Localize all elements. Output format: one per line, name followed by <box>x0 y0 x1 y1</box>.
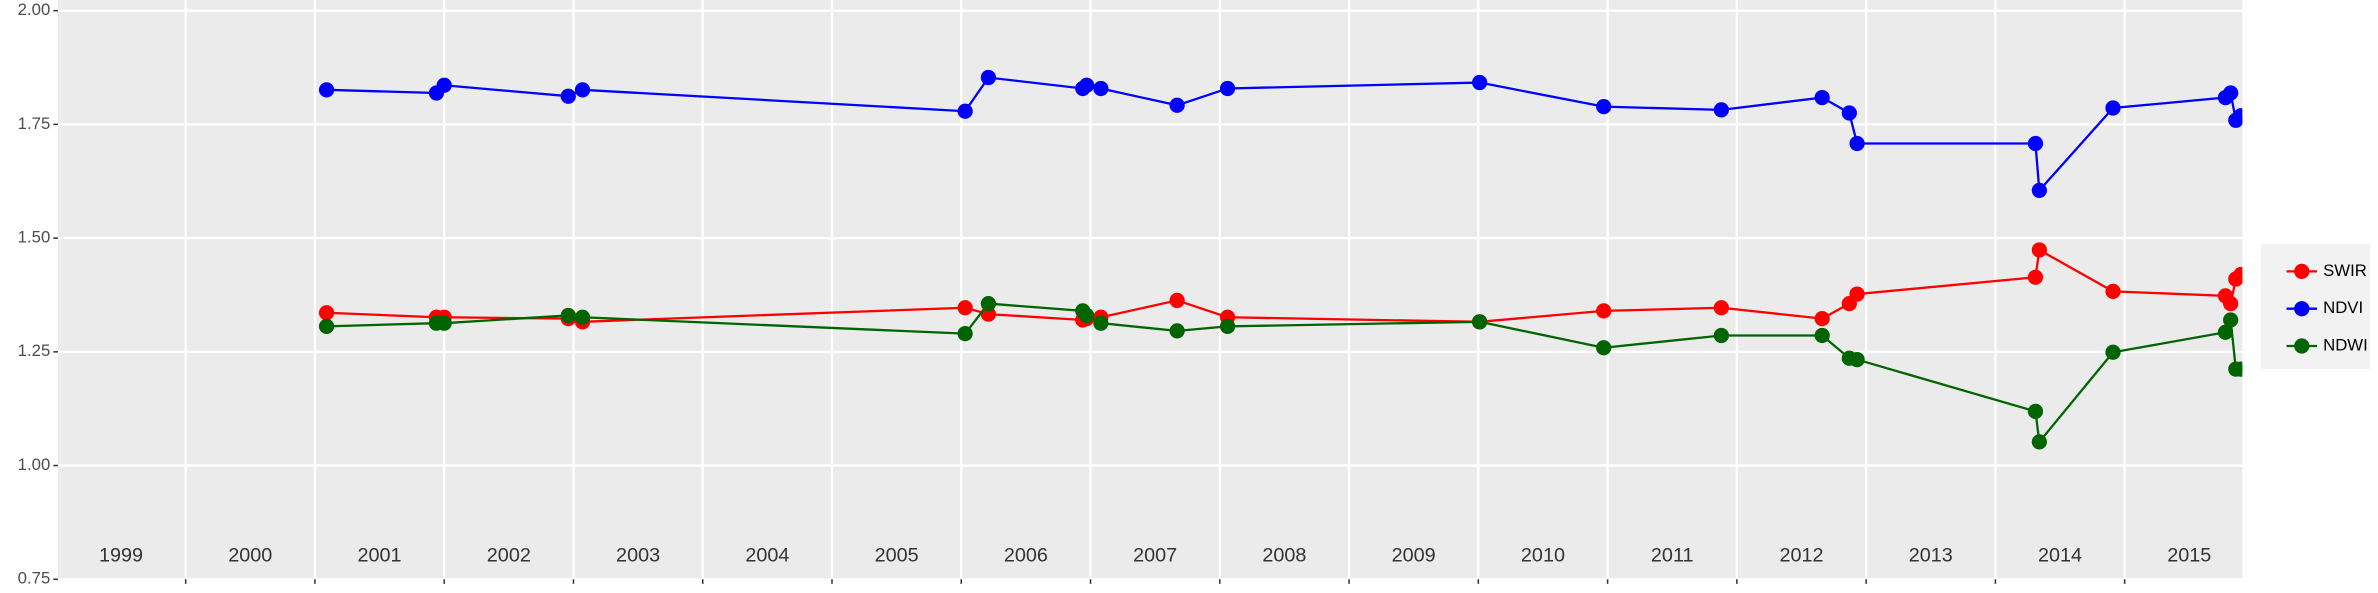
data-point <box>2223 312 2239 328</box>
data-point <box>980 295 997 312</box>
data-point <box>318 318 335 334</box>
x-tick-label: 1999 <box>99 545 143 567</box>
y-tick-label: 1.75 <box>18 114 51 133</box>
legend-label: SWIR <box>2323 261 2367 280</box>
x-tick-label: 2008 <box>1262 545 1306 567</box>
data-point <box>2223 295 2239 312</box>
data-point <box>2027 269 2044 285</box>
legend-marker <box>2294 301 2310 317</box>
data-point <box>436 77 452 93</box>
data-point <box>1814 327 1830 344</box>
data-point <box>2105 283 2121 299</box>
data-point <box>1219 80 1236 97</box>
data-point <box>560 88 576 104</box>
data-point <box>980 69 997 86</box>
x-tick-label: 2009 <box>1392 545 1436 567</box>
x-tick-label: 2006 <box>1004 545 1048 567</box>
data-point <box>1596 99 1612 115</box>
y-tick-label: 2.00 <box>18 0 51 19</box>
data-point <box>2233 108 2243 124</box>
data-point <box>957 300 973 316</box>
x-tick-label: 2014 <box>2038 545 2082 567</box>
data-point <box>1596 340 1612 356</box>
x-tick-label: 2007 <box>1133 545 1177 567</box>
data-point <box>318 305 335 321</box>
data-point <box>1713 102 1729 118</box>
data-point <box>2031 242 2047 258</box>
data-point <box>1471 314 1488 330</box>
data-point <box>574 309 591 325</box>
data-point <box>1471 74 1488 91</box>
x-tick-label: 2000 <box>228 545 272 567</box>
x-tick-label: 2004 <box>745 545 789 567</box>
data-point <box>2027 403 2044 420</box>
y-tick-label: 0.75 <box>18 569 51 588</box>
x-tick-label: 2011 <box>1651 545 1694 567</box>
data-point <box>2223 85 2239 101</box>
data-point <box>1841 105 1857 121</box>
data-point <box>1713 300 1729 316</box>
plot-background <box>57 0 2243 580</box>
y-tick-label: 1.50 <box>18 228 51 247</box>
legend-label: NDVI <box>2323 298 2363 317</box>
data-point <box>2233 361 2243 377</box>
data-point <box>2217 324 2234 340</box>
x-tick-label: 2003 <box>616 545 660 567</box>
data-point <box>1814 89 1830 106</box>
legend-label: NDWI <box>2323 335 2368 354</box>
data-point <box>957 326 973 342</box>
legend-marker <box>2294 338 2310 354</box>
data-point <box>1093 315 1109 331</box>
data-point <box>2031 434 2047 450</box>
x-tick-label: 2002 <box>487 545 531 567</box>
data-point <box>574 82 591 98</box>
x-tick-label: 2001 <box>358 545 402 567</box>
data-point <box>2031 182 2047 198</box>
x-tick-label: 2013 <box>1909 545 1953 567</box>
data-point <box>2105 344 2121 360</box>
data-point <box>318 82 335 98</box>
y-tick-label: 1.00 <box>18 455 51 474</box>
data-point <box>1713 327 1729 344</box>
x-tick-label: 2005 <box>875 545 919 567</box>
x-tick-label: 2015 <box>2167 545 2211 567</box>
data-point <box>1219 318 1236 334</box>
data-point <box>2027 135 2044 152</box>
data-point <box>1169 97 1185 113</box>
data-point <box>560 307 576 324</box>
data-point <box>1849 135 1865 152</box>
x-tick-label: 2012 <box>1779 545 1823 567</box>
data-point <box>957 103 973 119</box>
x-tick-label: 2010 <box>1521 545 1565 567</box>
data-point <box>2233 266 2243 283</box>
data-point <box>1169 292 1185 309</box>
data-point <box>1079 307 1095 324</box>
data-point <box>1079 77 1095 93</box>
legend-marker <box>2294 263 2310 279</box>
data-point <box>436 315 452 331</box>
data-point <box>1093 80 1109 97</box>
data-point <box>1849 351 1865 368</box>
data-point <box>2105 100 2121 116</box>
data-point <box>1849 286 1865 302</box>
data-point <box>1814 311 1830 327</box>
data-point <box>1596 303 1612 319</box>
data-point <box>1169 323 1185 339</box>
y-tick-label: 1.25 <box>18 341 51 360</box>
legend-background <box>2260 243 2371 369</box>
